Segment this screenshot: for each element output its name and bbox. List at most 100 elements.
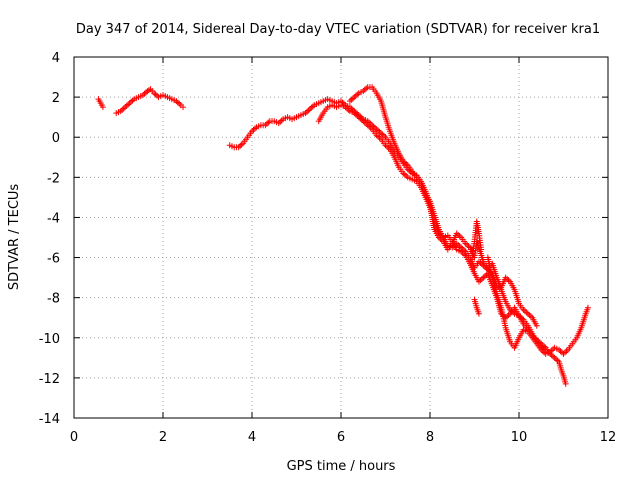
data-point-marker <box>141 90 148 97</box>
data-point-marker <box>481 263 488 270</box>
data-point-marker <box>305 107 312 114</box>
data-point-marker <box>250 126 257 133</box>
data-point-marker <box>376 128 383 135</box>
data-point-marker <box>539 342 546 349</box>
data-point-marker <box>548 352 555 359</box>
data-point-marker <box>504 275 511 282</box>
data-point-marker <box>367 124 374 131</box>
data-point-marker <box>505 277 512 284</box>
data-point-marker <box>249 128 255 135</box>
data-point-marker <box>400 170 407 177</box>
data-point-marker <box>456 243 463 250</box>
data-point-marker <box>507 306 514 313</box>
data-point-marker <box>351 110 358 117</box>
data-point-marker <box>343 105 350 112</box>
data-point-marker <box>475 310 482 317</box>
data-point-marker <box>481 273 488 280</box>
data-point-marker <box>278 117 285 124</box>
data-point-marker <box>342 104 349 111</box>
y-tick-label: -2 <box>47 171 60 186</box>
x-tick-label: 0 <box>70 430 78 445</box>
data-point-marker <box>584 304 591 311</box>
data-point-marker <box>505 312 512 319</box>
data-point-marker <box>521 308 528 315</box>
x-axis-label: GPS time / hours <box>287 459 396 474</box>
y-tick-label: 2 <box>52 91 60 106</box>
data-point-marker <box>349 95 356 102</box>
data-point-marker <box>180 104 187 111</box>
data-point-marker <box>345 106 352 113</box>
data-point-marker <box>308 104 315 111</box>
y-tick-label: -8 <box>47 292 60 307</box>
data-point-marker <box>360 118 367 125</box>
data-point-marker <box>504 313 511 320</box>
data-point-marker <box>542 346 549 353</box>
data-point-marker <box>453 240 460 247</box>
data-point-marker <box>275 120 282 127</box>
data-point-marker <box>520 306 527 313</box>
data-point-marker <box>351 94 358 101</box>
data-point-marker <box>502 274 509 281</box>
data-point-marker <box>366 123 373 130</box>
data-point-marker <box>455 231 462 238</box>
data-point-marker <box>361 119 368 126</box>
data-point-marker <box>357 115 364 122</box>
data-point-marker <box>560 350 567 357</box>
y-tick-label: -10 <box>39 332 60 347</box>
data-point-marker <box>533 322 540 329</box>
data-point-marker <box>262 122 269 129</box>
data-point-marker <box>547 350 554 357</box>
data-point-marker <box>455 241 462 248</box>
data-point-marker <box>550 353 557 360</box>
data-point-marker <box>456 233 463 240</box>
data-point-marker <box>128 98 135 105</box>
data-point-marker <box>265 119 272 126</box>
y-axis-label: SDTVAR / TECUs <box>7 184 22 291</box>
data-point-marker <box>556 346 563 353</box>
data-point-marker <box>378 130 385 137</box>
data-point-marker <box>527 313 534 320</box>
series-segment <box>469 218 485 261</box>
data-point-marker <box>303 108 310 115</box>
data-point-marker <box>375 133 382 140</box>
data-point-marker <box>309 103 316 110</box>
series-segment <box>346 84 549 353</box>
data-point-marker <box>510 309 517 316</box>
data-point-marker <box>237 142 244 149</box>
data-point-marker <box>125 101 132 108</box>
y-tick-label: 0 <box>52 131 60 146</box>
y-tick-label: 4 <box>52 51 60 66</box>
x-tick-label: 12 <box>600 430 617 445</box>
x-tick-label: 2 <box>159 430 167 445</box>
data-point-marker <box>129 97 136 104</box>
series-segment <box>113 86 187 117</box>
data-point-marker <box>557 348 564 355</box>
data-point-marker <box>382 142 389 149</box>
data-point-marker <box>508 308 515 315</box>
data-point-marker <box>142 89 149 96</box>
data-point-marker <box>99 104 106 111</box>
data-point-marker <box>478 275 485 282</box>
data-point-marker <box>462 240 469 247</box>
data-point-marker <box>475 258 482 265</box>
series-segment <box>315 102 569 387</box>
data-point-marker <box>360 88 367 95</box>
data-point-marker <box>176 100 183 107</box>
y-tick-label: -6 <box>47 252 60 267</box>
data-point-marker <box>400 158 407 165</box>
y-tick-label: -4 <box>47 211 60 226</box>
data-point-marker <box>483 265 490 272</box>
series-segment <box>471 296 482 317</box>
data-point-marker <box>354 112 361 119</box>
data-point-marker <box>449 244 456 251</box>
data-point-marker <box>375 127 382 134</box>
data-point-marker <box>122 104 129 111</box>
data-point-marker <box>119 106 126 113</box>
data-point-marker <box>277 118 284 125</box>
data-point-marker <box>461 247 468 254</box>
data-point-marker <box>358 116 365 123</box>
data-point-marker <box>139 92 146 99</box>
data-point-marker <box>352 92 359 99</box>
data-point-marker <box>174 99 181 106</box>
